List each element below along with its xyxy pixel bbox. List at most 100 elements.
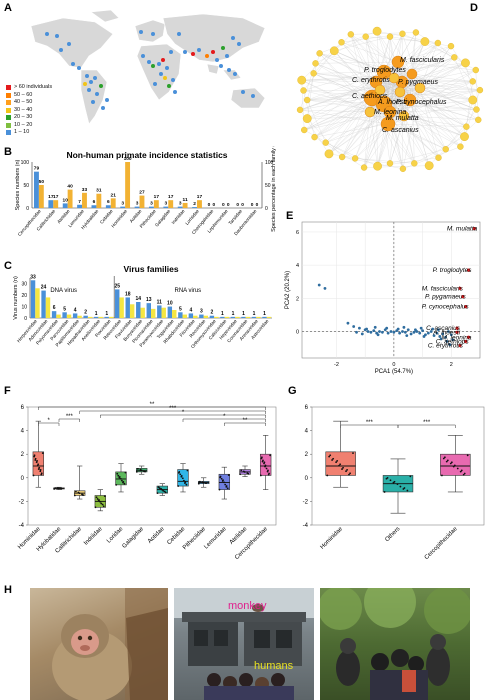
data-label: 10 <box>63 197 69 203</box>
pca-point <box>447 330 450 333</box>
bar <box>119 297 124 318</box>
bar <box>110 198 116 208</box>
network-node <box>463 123 470 130</box>
network-edge <box>315 61 399 64</box>
box-point <box>116 472 119 475</box>
data-label: 13 <box>146 297 152 303</box>
box-point <box>96 498 99 500</box>
data-label: 2 <box>193 201 196 207</box>
network-edge <box>369 111 446 150</box>
sig-label: *** <box>169 406 177 412</box>
box-point <box>449 462 452 465</box>
network-edge <box>411 41 425 75</box>
network-edge <box>419 62 466 89</box>
bar <box>146 303 151 318</box>
box-point <box>267 473 270 476</box>
network-hub-node <box>364 106 376 118</box>
box-point <box>122 481 124 484</box>
network-node <box>296 106 304 114</box>
data-label: 0 <box>213 202 216 208</box>
data-label: 1 <box>221 311 224 317</box>
data-label: 27 <box>139 190 145 196</box>
plot-frame <box>301 221 481 359</box>
pca-highlight-point <box>466 335 471 339</box>
pca-point <box>376 333 380 337</box>
pca-point-label: P. pygamaeus <box>425 294 466 301</box>
y2-tick-label: 0 <box>265 206 268 212</box>
sig-label: * <box>223 414 226 420</box>
pca-point <box>389 330 393 333</box>
box-point <box>456 467 459 470</box>
data-label: 3 <box>136 201 139 207</box>
box-point <box>383 491 386 493</box>
network-edge <box>314 123 389 138</box>
box-point <box>389 479 392 482</box>
x-tick-label: Aotidae <box>129 208 143 223</box>
bar <box>209 315 215 318</box>
network-edge <box>307 73 314 119</box>
network-node <box>386 160 394 167</box>
sig-label: *** <box>423 420 431 426</box>
box-point <box>264 465 266 468</box>
pca-point <box>436 328 440 332</box>
y-tick-label: 6 <box>305 405 309 411</box>
data-label: 1 <box>263 311 266 317</box>
network-edge <box>403 115 461 147</box>
bar <box>66 314 72 318</box>
box-point <box>338 464 340 467</box>
panel-c: C Virus families 0 10 20 30 Virus numbers (n)… <box>0 260 280 370</box>
bar <box>245 316 251 318</box>
y-tick-label: 0 <box>21 476 25 482</box>
network-edge <box>419 87 480 91</box>
data-label: 21 <box>111 192 117 198</box>
pca-point <box>418 331 422 335</box>
box-point <box>453 464 456 467</box>
x-tick-label: Cercopithecidae <box>424 526 459 561</box>
box-point <box>409 475 412 478</box>
network-hub-node <box>414 82 426 94</box>
pca-point-label: C. erythrotis <box>428 343 464 350</box>
bar <box>104 316 109 318</box>
y-tick-label: 30 <box>21 282 27 288</box>
family-boxplot: -4-20246HominidaeHylobatidaeCallitrichid… <box>17 402 277 561</box>
sig-label: *** <box>66 414 74 420</box>
pca-point <box>352 325 356 328</box>
network-node <box>302 114 312 123</box>
box-point <box>261 460 264 463</box>
data-label: 1 <box>105 311 108 317</box>
network-edge <box>419 87 465 137</box>
network-node <box>469 78 476 85</box>
legend-item: 10 – 20 <box>6 122 96 130</box>
pca-point <box>369 330 373 334</box>
network-edge <box>403 115 479 120</box>
sig-label: *** <box>366 420 374 426</box>
pca-point-label: C. aethiops <box>436 338 470 345</box>
box-point <box>339 463 342 466</box>
panel-label-b: B <box>4 146 12 158</box>
data-label: 2 <box>211 310 214 316</box>
box-point <box>445 460 448 463</box>
box-point <box>140 469 143 472</box>
bar <box>93 316 99 318</box>
box-point <box>32 474 35 477</box>
box-point <box>331 459 333 461</box>
box-point <box>462 473 465 476</box>
network-edge <box>383 62 466 105</box>
network-edge <box>387 123 415 164</box>
box-point <box>202 481 205 484</box>
network-hub-node <box>406 68 418 80</box>
panel-d: D M. fascicularis P. troglodytes C. erythr… <box>280 0 500 200</box>
chart-title: Virus families <box>123 264 178 274</box>
plot-frame <box>311 406 485 526</box>
y2-axis-label: Species percentage in each family (%) <box>271 146 277 232</box>
pca-highlight-point <box>455 330 459 334</box>
map-points <box>45 30 255 110</box>
box-point <box>82 494 84 496</box>
x-tick-label: Galagidae <box>154 208 172 228</box>
box-point <box>392 481 395 484</box>
bar <box>125 162 131 208</box>
data-label: 79 <box>34 166 40 172</box>
network-edge <box>342 111 371 158</box>
network-edge <box>307 99 391 113</box>
